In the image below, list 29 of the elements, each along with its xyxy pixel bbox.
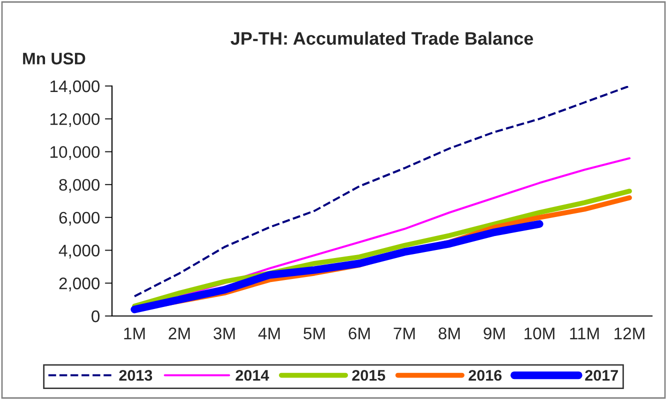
- x-tick-label: 11M: [570, 328, 599, 340]
- line-series: [178, 157, 631, 298]
- legend-label: 2013: [119, 370, 152, 381]
- x-tick-label: 12M: [614, 328, 644, 340]
- x-tick-label: 8M: [438, 328, 460, 340]
- y-axis-title: Mn USD: [23, 52, 86, 64]
- legend-label: 2016: [468, 370, 502, 381]
- x-tick-label: 9M: [484, 328, 505, 340]
- y-tick-label: 12,000: [50, 113, 100, 128]
- x-tick-label: 10M: [524, 328, 554, 340]
- x-tick-label: 1M: [124, 328, 145, 340]
- y-tick-label: 8,000: [59, 178, 100, 193]
- y-tick-label: 6,000: [59, 212, 100, 226]
- legend-label: 2015: [352, 370, 386, 381]
- x-tick-label: 2M: [168, 328, 190, 340]
- legend-label: 2017: [585, 370, 618, 381]
- line-series: [133, 86, 631, 298]
- x-tick-label: 5M: [304, 328, 325, 340]
- x-tick-label: 4M: [258, 328, 280, 340]
- legend-label: 2014: [236, 370, 270, 381]
- x-tick-label: 7M: [394, 328, 415, 340]
- chart-title: JP-TH: Accumulated Trade Balance: [230, 32, 534, 45]
- y-tick-label: 14,000: [50, 80, 100, 94]
- y-tick-label: 4,000: [58, 244, 100, 258]
- x-tick-label: 6M: [348, 328, 370, 340]
- x-tick-label: 3M: [214, 328, 235, 340]
- y-tick-label: 0: [92, 310, 100, 322]
- y-tick-label: 2,000: [59, 278, 100, 292]
- y-tick-label: 10,000: [50, 146, 100, 160]
